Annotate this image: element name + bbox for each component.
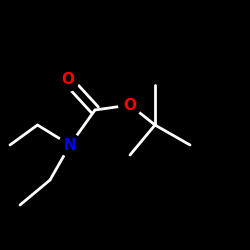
Circle shape	[56, 69, 79, 91]
Text: O: O	[124, 98, 136, 112]
Circle shape	[119, 94, 141, 116]
Circle shape	[59, 134, 81, 156]
Text: N: N	[64, 138, 76, 152]
Text: O: O	[61, 72, 74, 88]
